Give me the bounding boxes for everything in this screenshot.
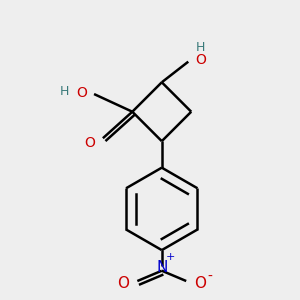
- Text: O: O: [194, 277, 206, 292]
- Text: -: -: [207, 270, 212, 283]
- Text: O: O: [85, 136, 95, 150]
- Text: N: N: [156, 260, 167, 275]
- Text: O: O: [117, 277, 129, 292]
- Text: O: O: [196, 53, 206, 67]
- Text: H: H: [60, 85, 69, 98]
- Text: +: +: [165, 253, 175, 262]
- Text: O: O: [76, 85, 87, 100]
- Text: H: H: [195, 41, 205, 54]
